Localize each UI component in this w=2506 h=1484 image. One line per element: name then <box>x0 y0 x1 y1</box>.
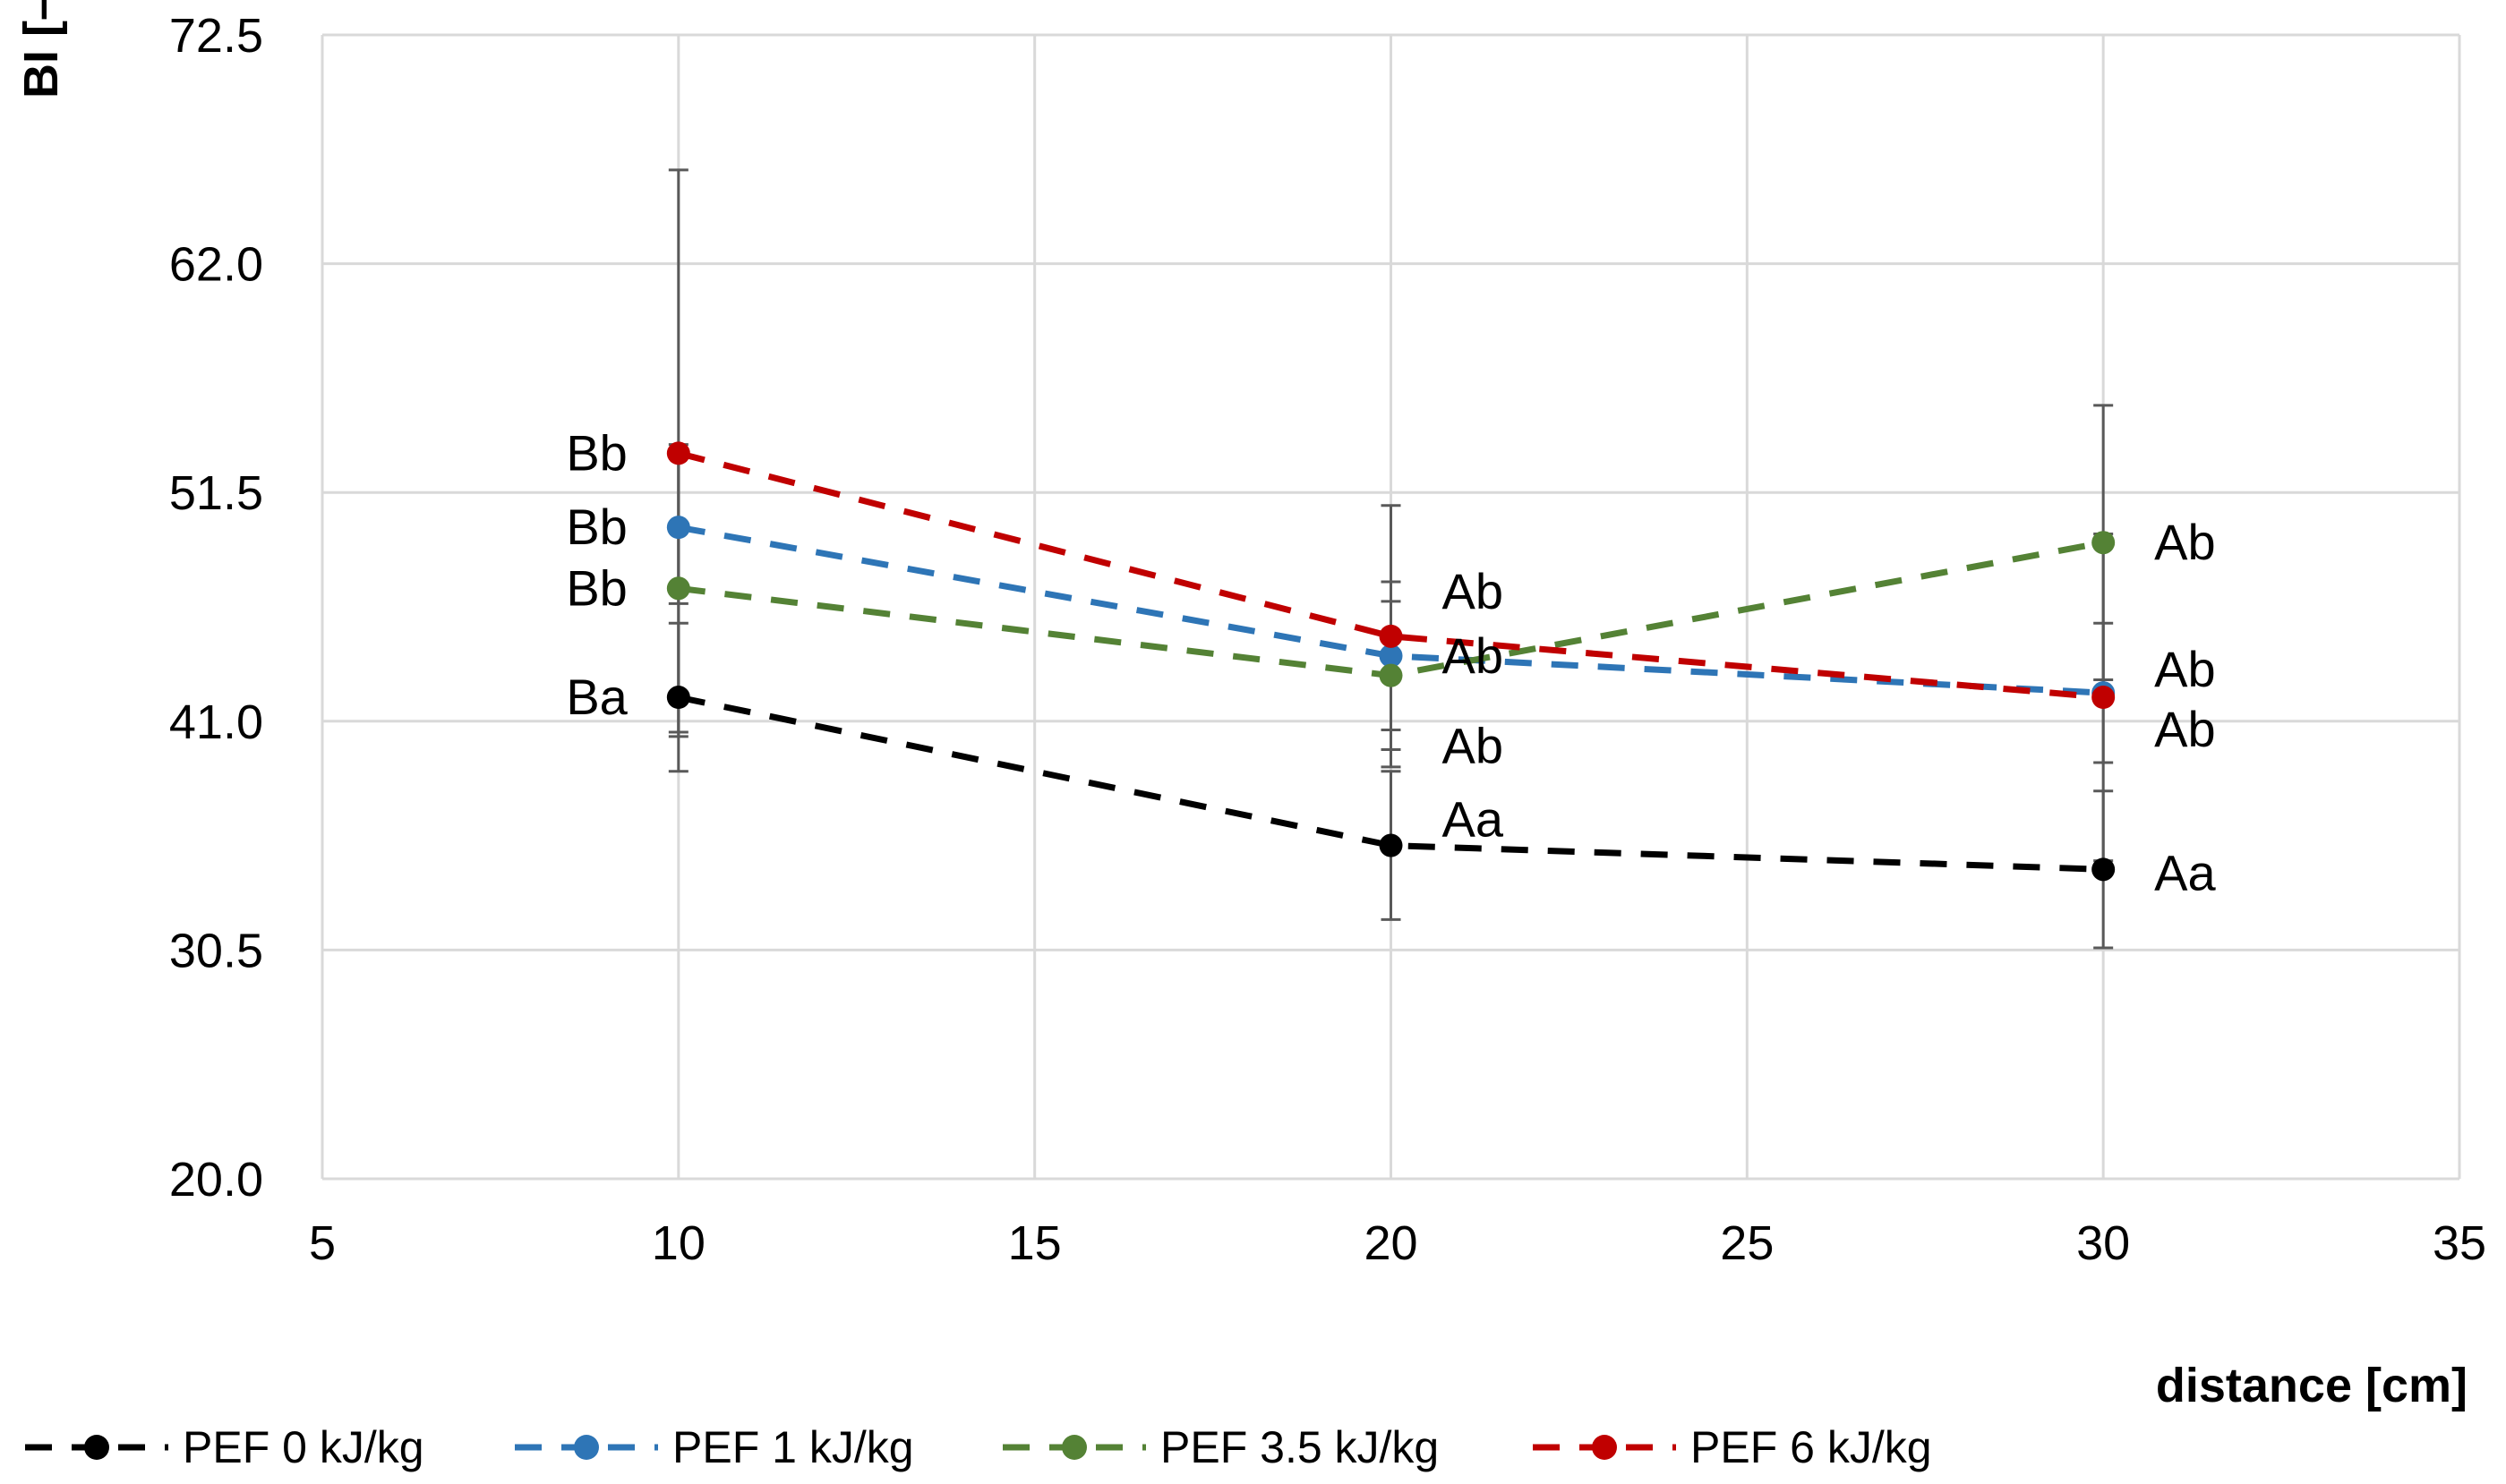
y-tick-label: 51.5 <box>169 466 263 520</box>
series-line <box>677 449 2104 701</box>
data-point <box>2091 857 2116 882</box>
y-tick-label: 30.5 <box>169 924 263 977</box>
x-tick-label: 25 <box>1720 1216 1774 1270</box>
x-tick-label: 30 <box>2076 1216 2130 1270</box>
data-label: Ab <box>2154 701 2216 757</box>
legend-label: PEF 0 kJ/kg <box>183 1422 424 1472</box>
data-point <box>1379 644 1403 668</box>
x-tick-label: 15 <box>1008 1216 1062 1270</box>
legend-marker <box>574 1435 599 1460</box>
y-axis-title: BI [–] <box>14 0 68 98</box>
legend-label: PEF 6 kJ/kg <box>1690 1422 1932 1472</box>
data-point <box>2091 531 2116 555</box>
y-tick-label: 62.0 <box>169 238 263 292</box>
legend-marker <box>1062 1435 1087 1460</box>
axis-ticks: 20.0 30.5 41.0 51.5 62.0 72.5 5 10 15 20 25 30 35 <box>169 9 2486 1270</box>
series-points <box>666 441 2116 882</box>
data-point <box>666 516 690 540</box>
x-tick-label: 10 <box>652 1216 706 1270</box>
data-point <box>666 576 690 601</box>
data-label: Ab <box>2154 641 2216 697</box>
data-label: Bb <box>566 424 628 481</box>
data-point <box>1379 663 1403 687</box>
data-label: Ab <box>1442 563 1504 619</box>
data-label: Bb <box>566 499 628 555</box>
data-label: Ab <box>2154 514 2216 570</box>
series-line <box>678 694 2104 873</box>
data-point <box>1379 833 1403 857</box>
data-label: Aa <box>1442 791 1504 848</box>
data-label: Bb <box>566 559 628 616</box>
data-point <box>666 686 690 710</box>
data-label: Aa <box>2154 844 2216 900</box>
x-axis-title: distance [cm] <box>2156 1359 2468 1412</box>
y-tick-label: 20.0 <box>169 1153 263 1207</box>
data-point <box>2091 686 2116 710</box>
legend-marker <box>84 1435 109 1460</box>
legend-marker <box>1592 1435 1617 1460</box>
legend-label: PEF 3.5 kJ/kg <box>1160 1422 1439 1472</box>
data-label: Ab <box>1442 627 1504 684</box>
data-label: Ba <box>566 669 628 725</box>
data-point <box>666 441 690 465</box>
y-tick-label: 72.5 <box>169 9 263 63</box>
y-tick-label: 41.0 <box>169 695 263 749</box>
data-label: Ab <box>1442 718 1504 774</box>
legend: PEF 0 kJ/kg PEF 1 kJ/kg PEF 3.5 kJ/kg PEF 6… <box>25 1422 1932 1472</box>
x-tick-label: 20 <box>1364 1216 1417 1270</box>
x-tick-label: 5 <box>309 1216 336 1270</box>
legend-label: PEF 1 kJ/kg <box>672 1422 914 1472</box>
x-tick-label: 35 <box>2433 1216 2486 1270</box>
data-point <box>1379 624 1403 648</box>
